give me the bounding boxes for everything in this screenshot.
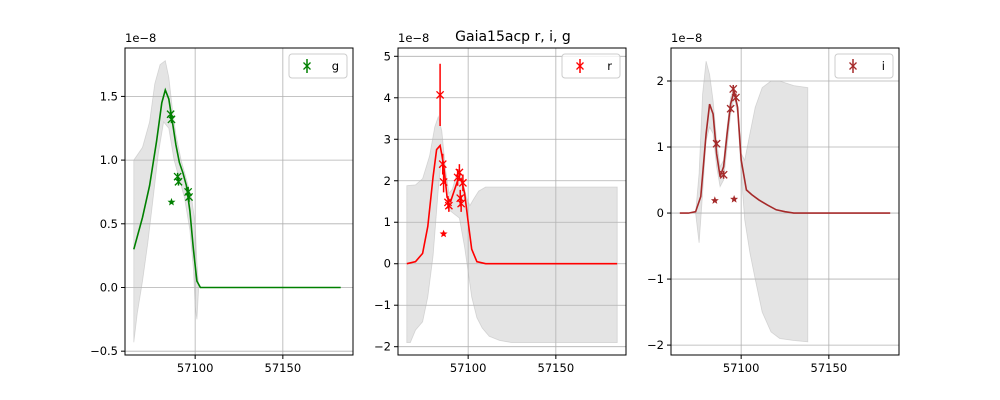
figure-title: Gaia15acp r, i, g xyxy=(455,29,571,45)
legend-box xyxy=(834,53,894,79)
panel-r: 57100 57150 −2 −1 0 1 2 3 4 5 1e−8 r xyxy=(374,31,627,375)
x-marker xyxy=(455,168,464,177)
data-point xyxy=(444,199,453,212)
x-marker xyxy=(729,84,738,93)
y-tick-label: 2 xyxy=(384,174,391,188)
data-point xyxy=(174,177,183,186)
y-tick-label: 3 xyxy=(384,132,391,146)
x-marker xyxy=(457,199,466,208)
star-marker xyxy=(710,196,719,204)
legend-box xyxy=(288,53,348,79)
legend-box xyxy=(561,53,621,79)
model-line xyxy=(679,90,891,214)
y-tick-label: 1 xyxy=(657,140,664,154)
y-tick-label: −1 xyxy=(647,272,664,286)
x-marker xyxy=(712,139,721,148)
plot-area xyxy=(406,63,618,343)
uncertainty-band xyxy=(133,60,200,343)
data-point xyxy=(719,170,728,179)
x-marker xyxy=(167,115,176,124)
y-tick-label: 1.5 xyxy=(100,89,118,103)
data-point xyxy=(712,139,721,148)
data-point xyxy=(167,115,176,124)
y-tick-label: −2 xyxy=(374,340,391,354)
panels: 57100 57150 −0.5 0.0 0.5 1.0 1.5 1e−8 g 57100 5715… xyxy=(90,31,900,375)
star-marker xyxy=(730,195,739,203)
panel-g: 57100 57150 −0.5 0.0 0.5 1.0 1.5 1e−8 g xyxy=(90,31,354,375)
y-tick-label: 0.5 xyxy=(100,217,118,231)
y-tick-label: 2 xyxy=(657,74,664,88)
uncertainty-band xyxy=(406,115,618,343)
y-tick-label: 1.0 xyxy=(100,153,118,167)
legend-label: i xyxy=(882,59,885,73)
x-marker xyxy=(719,170,728,179)
data-point xyxy=(729,84,738,93)
x-marker xyxy=(184,192,194,202)
panel-i: 57100 57150 −2 −1 0 1 2 1e−8 i xyxy=(647,31,900,375)
x-marker xyxy=(436,90,445,99)
exponent-label: 1e−8 xyxy=(125,31,156,45)
x-tick-label: 57100 xyxy=(723,361,760,375)
x-marker xyxy=(444,201,453,210)
legend: i xyxy=(834,53,894,79)
data-point xyxy=(438,153,447,175)
data-point xyxy=(458,174,467,192)
legend: r xyxy=(561,53,621,79)
data-point xyxy=(731,93,740,102)
plot-area xyxy=(679,61,891,343)
x-marker xyxy=(731,93,740,102)
data-point xyxy=(457,195,466,212)
x-marker xyxy=(726,104,735,113)
data-point xyxy=(455,164,464,181)
legend-marker xyxy=(849,62,857,70)
plot-area xyxy=(133,60,341,343)
x-marker xyxy=(438,160,447,169)
legend-marker xyxy=(576,62,584,70)
data-point xyxy=(184,191,194,203)
star-marker xyxy=(167,197,176,206)
exponent-label: 1e−8 xyxy=(398,31,429,45)
y-tick-label: 4 xyxy=(384,91,391,105)
y-tick-label: −0.5 xyxy=(90,344,118,358)
legend-label: r xyxy=(607,59,612,73)
x-tick-label: 57150 xyxy=(538,361,575,375)
axes-frame xyxy=(124,47,354,356)
x-tick-label: 57150 xyxy=(265,361,302,375)
legend-label: g xyxy=(332,59,339,73)
y-tick-label: 1 xyxy=(384,215,391,229)
y-tick-label: 0 xyxy=(657,206,664,220)
x-marker xyxy=(174,177,183,186)
grid xyxy=(671,48,899,355)
data-point xyxy=(439,171,448,193)
exponent-label: 1e−8 xyxy=(671,31,702,45)
y-tick-label: −2 xyxy=(647,338,664,352)
axes-frame xyxy=(397,47,627,356)
x-marker xyxy=(458,178,467,187)
y-tick-label: 0.0 xyxy=(100,280,118,294)
y-tick-label: 5 xyxy=(384,49,391,63)
legend: g xyxy=(288,53,348,79)
x-marker xyxy=(439,177,448,187)
uncertainty-band xyxy=(695,61,809,343)
data-point xyxy=(726,104,735,113)
x-tick-label: 57150 xyxy=(811,361,848,375)
star-marker xyxy=(439,229,448,238)
x-tick-label: 57100 xyxy=(450,361,487,375)
x-tick-label: 57100 xyxy=(177,361,214,375)
data-point xyxy=(436,63,445,126)
model-line xyxy=(133,87,341,289)
y-tick-label: 0 xyxy=(384,257,391,271)
model-line xyxy=(406,143,618,265)
legend-marker xyxy=(303,62,311,70)
y-tick-label: −1 xyxy=(374,298,391,312)
axes-frame xyxy=(670,47,900,356)
